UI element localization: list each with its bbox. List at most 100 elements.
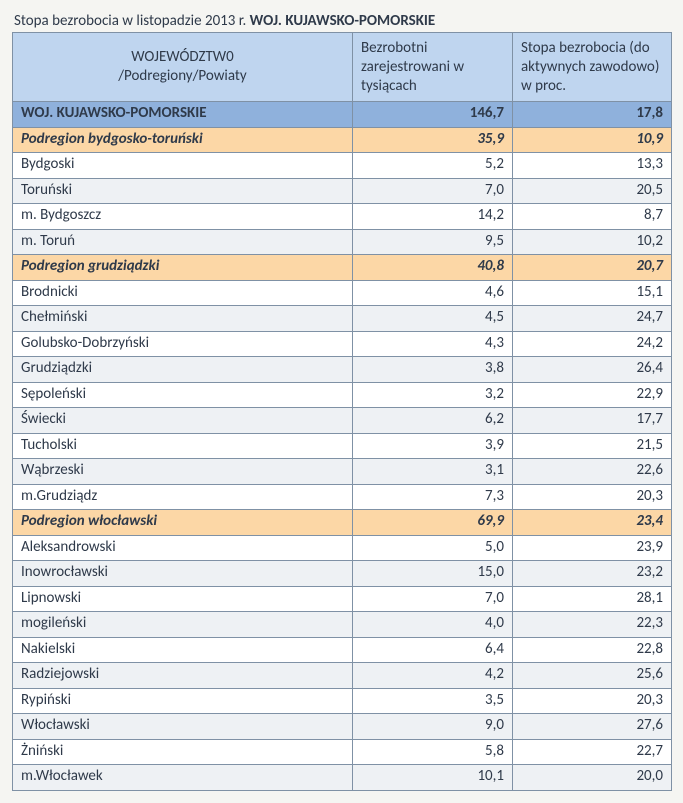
page-title: Stopa bezrobocia w listopadzie 2013 r. W…	[14, 12, 671, 30]
cell-label: Podregion bydgosko-toruński	[13, 127, 353, 153]
cell-label: m. Toruń	[13, 229, 353, 255]
cell-label: Golubsko-Dobrzyński	[13, 331, 353, 357]
cell-rate: 27,6	[513, 714, 672, 740]
cell-rate: 10,9	[513, 127, 672, 153]
cell-unemployed: 7,0	[353, 178, 513, 204]
table-row: m.Grudziądz7,320,3	[13, 484, 672, 510]
table-row: Lipnowski7,028,1	[13, 586, 672, 612]
cell-label: Inowrocławski	[13, 561, 353, 587]
table-row: m. Bydgoszcz14,28,7	[13, 204, 672, 230]
cell-unemployed: 4,2	[353, 663, 513, 689]
cell-rate: 22,9	[513, 382, 672, 408]
title-bold: WOJ. KUJAWSKO-POMORSKIE	[250, 12, 436, 30]
cell-rate: 22,3	[513, 612, 672, 638]
cell-label: Podregion grudziądzki	[13, 255, 353, 281]
col-header-region-line2: /Podregiony/Powiaty	[118, 67, 246, 85]
cell-unemployed: 35,9	[353, 127, 513, 153]
cell-unemployed: 69,9	[353, 510, 513, 536]
cell-rate: 20,3	[513, 688, 672, 714]
cell-label: m.Grudziądz	[13, 484, 353, 510]
cell-label: Grudziądzki	[13, 357, 353, 383]
cell-label: Toruński	[13, 178, 353, 204]
table-header-row: WOJEWÓDZTW0 /Podregiony/Powiaty Bezrobot…	[13, 33, 672, 102]
cell-label: Włocławski	[13, 714, 353, 740]
table-row: Bydgoski5,213,3	[13, 153, 672, 179]
table-body: WOJ. KUJAWSKO-POMORSKIE146,717,8Podregio…	[13, 102, 672, 791]
table-row: Rypiński3,520,3	[13, 688, 672, 714]
cell-unemployed: 4,3	[353, 331, 513, 357]
cell-label: Aleksandrowski	[13, 535, 353, 561]
cell-rate: 20,7	[513, 255, 672, 281]
cell-unemployed: 7,0	[353, 586, 513, 612]
cell-rate: 23,2	[513, 561, 672, 587]
cell-rate: 20,5	[513, 178, 672, 204]
cell-unemployed: 4,0	[353, 612, 513, 638]
cell-unemployed: 9,0	[353, 714, 513, 740]
cell-label: Chełmiński	[13, 306, 353, 332]
cell-rate: 17,7	[513, 408, 672, 434]
cell-label: WOJ. KUJAWSKO-POMORSKIE	[13, 102, 353, 128]
cell-label: Radziejowski	[13, 663, 353, 689]
col-header-region-line1: WOJEWÓDZTW0	[131, 48, 234, 66]
table-row: Podregion bydgosko-toruński35,910,9	[13, 127, 672, 153]
cell-label: Żniński	[13, 739, 353, 765]
table-row: Włocławski9,027,6	[13, 714, 672, 740]
cell-unemployed: 146,7	[353, 102, 513, 128]
cell-rate: 23,4	[513, 510, 672, 536]
cell-rate: 22,6	[513, 459, 672, 485]
cell-rate: 24,7	[513, 306, 672, 332]
table-row: m.Włocławek10,120,0	[13, 765, 672, 791]
unemployment-table: WOJEWÓDZTW0 /Podregiony/Powiaty Bezrobot…	[12, 32, 672, 791]
cell-rate: 22,7	[513, 739, 672, 765]
cell-unemployed: 5,2	[353, 153, 513, 179]
cell-unemployed: 4,5	[353, 306, 513, 332]
cell-unemployed: 9,5	[353, 229, 513, 255]
table-row: Toruński7,020,5	[13, 178, 672, 204]
cell-rate: 23,9	[513, 535, 672, 561]
cell-unemployed: 4,6	[353, 280, 513, 306]
table-row: Tucholski3,921,5	[13, 433, 672, 459]
cell-label: Podregion włocławski	[13, 510, 353, 536]
cell-unemployed: 3,8	[353, 357, 513, 383]
cell-rate: 22,8	[513, 637, 672, 663]
cell-unemployed: 6,2	[353, 408, 513, 434]
cell-unemployed: 5,0	[353, 535, 513, 561]
table-row: Wąbrzeski3,122,6	[13, 459, 672, 485]
cell-label: Tucholski	[13, 433, 353, 459]
table-row: Podregion grudziądzki40,820,7	[13, 255, 672, 281]
cell-unemployed: 7,3	[353, 484, 513, 510]
cell-rate: 24,2	[513, 331, 672, 357]
table-row: Chełmiński4,524,7	[13, 306, 672, 332]
title-prefix: Stopa bezrobocia w listopadzie 2013 r.	[14, 12, 250, 30]
cell-label: Brodnicki	[13, 280, 353, 306]
cell-label: mogileński	[13, 612, 353, 638]
col-header-region: WOJEWÓDZTW0 /Podregiony/Powiaty	[13, 33, 353, 102]
cell-unemployed: 40,8	[353, 255, 513, 281]
table-row: Aleksandrowski5,023,9	[13, 535, 672, 561]
cell-rate: 21,5	[513, 433, 672, 459]
cell-rate: 26,4	[513, 357, 672, 383]
col-header-unemployed: Bezrobotni zarejestrowani w tysiącach	[353, 33, 513, 102]
cell-rate: 20,0	[513, 765, 672, 791]
table-row: Radziejowski4,225,6	[13, 663, 672, 689]
cell-rate: 25,6	[513, 663, 672, 689]
cell-unemployed: 3,9	[353, 433, 513, 459]
cell-unemployed: 5,8	[353, 739, 513, 765]
cell-label: Lipnowski	[13, 586, 353, 612]
cell-rate: 15,1	[513, 280, 672, 306]
cell-label: m. Bydgoszcz	[13, 204, 353, 230]
cell-rate: 20,3	[513, 484, 672, 510]
cell-label: Świecki	[13, 408, 353, 434]
cell-unemployed: 3,1	[353, 459, 513, 485]
cell-unemployed: 15,0	[353, 561, 513, 587]
cell-rate: 10,2	[513, 229, 672, 255]
cell-label: m.Włocławek	[13, 765, 353, 791]
cell-unemployed: 6,4	[353, 637, 513, 663]
table-row: Brodnicki4,615,1	[13, 280, 672, 306]
table-row: WOJ. KUJAWSKO-POMORSKIE146,717,8	[13, 102, 672, 128]
table-row: Sępoleński3,222,9	[13, 382, 672, 408]
table-row: Inowrocławski15,023,2	[13, 561, 672, 587]
cell-unemployed: 14,2	[353, 204, 513, 230]
table-row: m. Toruń9,510,2	[13, 229, 672, 255]
cell-unemployed: 3,2	[353, 382, 513, 408]
